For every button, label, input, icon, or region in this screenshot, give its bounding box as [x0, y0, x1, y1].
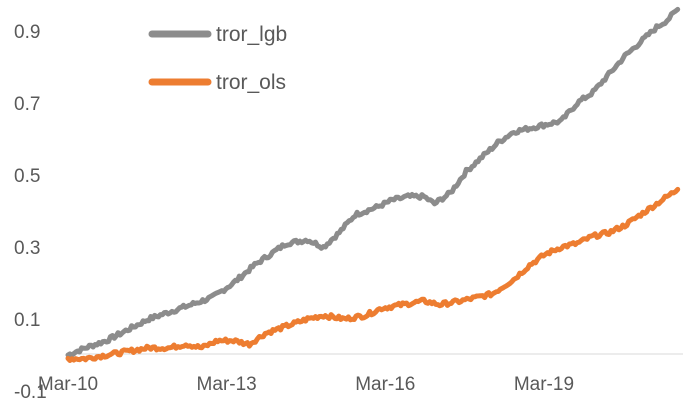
x-tick-label: Mar-10	[38, 374, 98, 395]
legend: tror_lgb tror_ols	[148, 23, 287, 94]
y-tick-label: -0.1	[14, 382, 47, 403]
y-tick-label: 0.1	[14, 310, 40, 331]
y-axis-ticks: -0.1 0.1 0.3 0.5 0.7 0.9	[14, 22, 47, 403]
legend-label: tror_lgb	[216, 23, 287, 46]
series-line-tror_lgb	[65, 6, 681, 358]
y-tick-label: 0.9	[14, 22, 40, 43]
series-line-tror_ols	[65, 186, 681, 363]
series-layer	[65, 6, 681, 363]
legend-label: tror_ols	[216, 71, 286, 94]
y-tick-label: 0.7	[14, 94, 40, 115]
y-tick-label: 0.5	[14, 166, 40, 187]
y-tick-label: 0.3	[14, 238, 40, 259]
x-tick-label: Mar-13	[197, 374, 257, 395]
x-axis-ticks: Mar-10 Mar-13 Mar-16 Mar-19	[38, 374, 574, 395]
x-tick-label: Mar-16	[355, 374, 415, 395]
x-tick-label: Mar-19	[514, 374, 574, 395]
